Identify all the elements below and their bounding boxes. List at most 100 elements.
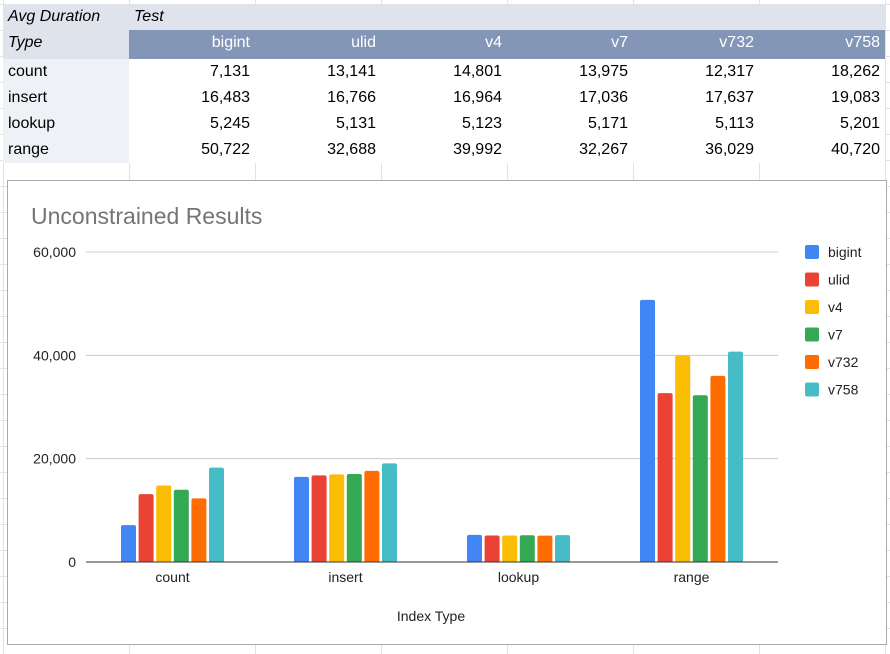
table-row: range 50,722 32,688 39,992 32,267 36,029… <box>3 137 885 163</box>
legend-label-bigint: bigint <box>828 244 862 260</box>
table-cell[interactable]: 5,123 <box>381 111 507 137</box>
bar-v732-count <box>191 498 207 562</box>
bar-ulid-range <box>657 393 673 562</box>
table-cell[interactable]: 39,992 <box>381 137 507 163</box>
table-cell[interactable]: 36,029 <box>633 137 759 163</box>
bar-v7-lookup <box>519 535 535 562</box>
bar-ulid-insert <box>311 475 327 562</box>
legend-swatch-v4 <box>805 300 819 314</box>
table-cell[interactable]: 50,722 <box>129 137 255 163</box>
table-cell[interactable]: 5,245 <box>129 111 255 137</box>
bar-ulid-lookup <box>484 535 500 562</box>
bar-bigint-count <box>121 525 136 562</box>
column-header[interactable]: ulid <box>255 30 381 59</box>
y-tick-label: 0 <box>68 554 76 570</box>
legend-label-v7: v7 <box>828 327 843 343</box>
bar-v4-count <box>156 485 172 562</box>
legend-swatch-ulid <box>805 272 819 287</box>
bar-v732-range <box>710 375 726 562</box>
x-tick-label: lookup <box>498 569 539 585</box>
bar-v758-lookup <box>555 535 570 562</box>
table-cell[interactable]: 14,801 <box>381 57 507 85</box>
row-label[interactable]: count <box>3 57 129 85</box>
legend-swatch-v732 <box>805 355 819 369</box>
bar-v4-lookup <box>502 535 518 562</box>
x-tick-label: count <box>155 569 189 585</box>
row-label[interactable]: lookup <box>3 111 129 137</box>
header-blank-cell[interactable] <box>381 4 507 30</box>
header-blank-cell[interactable] <box>759 4 885 30</box>
bar-v758-count <box>209 467 224 562</box>
table-cell[interactable]: 12,317 <box>633 57 759 85</box>
bar-v732-lookup <box>537 535 553 562</box>
table-cell[interactable]: 13,975 <box>507 57 633 85</box>
pivot-table: Avg Duration Test Type bigint ulid v4 v7… <box>3 4 885 163</box>
bars <box>121 299 743 562</box>
table-cell[interactable]: 32,688 <box>255 137 381 163</box>
table-cell[interactable]: 40,720 <box>759 137 885 163</box>
column-header[interactable]: v758 <box>759 30 885 59</box>
embedded-chart[interactable]: Unconstrained Results 0 20,000 40,000 60,00… <box>7 180 887 645</box>
legend-swatch-bigint <box>805 245 819 259</box>
legend-label-ulid: ulid <box>828 272 850 288</box>
table-cell[interactable]: 5,201 <box>759 111 885 137</box>
bar-v732-insert <box>364 470 380 562</box>
table-cell[interactable]: 5,171 <box>507 111 633 137</box>
pivot-column-header-row: Type bigint ulid v4 v7 v732 v758 <box>3 30 885 59</box>
legend-swatch-v758 <box>805 382 819 397</box>
bar-v7-count <box>173 489 189 562</box>
table-cell[interactable]: 7,131 <box>129 57 255 85</box>
x-axis-title: Index Type <box>397 608 465 624</box>
row-label[interactable]: range <box>3 137 129 163</box>
pivot-header-row: Avg Duration Test <box>3 4 885 30</box>
table-cell[interactable]: 17,637 <box>633 85 759 111</box>
bar-v4-range <box>675 355 691 562</box>
table-cell[interactable]: 19,083 <box>759 85 885 111</box>
header-blank-cell[interactable] <box>255 4 381 30</box>
table-cell[interactable]: 5,113 <box>633 111 759 137</box>
bar-bigint-lookup <box>467 534 482 562</box>
bar-ulid-count <box>138 494 154 562</box>
bar-v7-insert <box>346 473 362 562</box>
bar-v4-insert <box>329 474 345 562</box>
x-tick-label: insert <box>328 569 362 585</box>
type-header[interactable]: Type <box>3 30 129 59</box>
bar-v758-range <box>728 351 743 562</box>
y-tick-label: 60,000 <box>33 244 76 260</box>
bar-chart: Unconstrained Results 0 20,000 40,000 60,00… <box>31 203 862 624</box>
table-cell[interactable]: 5,131 <box>255 111 381 137</box>
legend-label-v4: v4 <box>828 299 843 315</box>
table-cell[interactable]: 16,964 <box>381 85 507 111</box>
axes: 0 20,000 40,000 60,000 count insert lookup rang… <box>33 244 778 585</box>
column-header[interactable]: v4 <box>381 30 507 59</box>
legend-label-v758: v758 <box>828 382 859 398</box>
header-blank-cell[interactable] <box>633 4 759 30</box>
bar-bigint-range <box>640 299 655 562</box>
row-label[interactable]: insert <box>3 85 129 111</box>
legend: bigint ulid v4 v7 v732 v758 <box>805 244 862 398</box>
y-tick-label: 40,000 <box>33 347 76 363</box>
header-blank-cell[interactable] <box>507 4 633 30</box>
legend-swatch-v7 <box>805 327 819 342</box>
avg-duration-header[interactable]: Avg Duration <box>3 4 129 30</box>
legend-label-v732: v732 <box>828 354 859 370</box>
table-row: count 7,131 13,141 14,801 13,975 12,317 … <box>3 57 885 85</box>
table-cell[interactable]: 16,483 <box>129 85 255 111</box>
table-cell[interactable]: 18,262 <box>759 57 885 85</box>
x-tick-label: range <box>674 569 710 585</box>
test-header[interactable]: Test <box>129 4 255 30</box>
chart-title: Unconstrained Results <box>31 203 262 229</box>
table-row: insert 16,483 16,766 16,964 17,036 17,63… <box>3 85 885 111</box>
table-cell[interactable]: 13,141 <box>255 57 381 85</box>
bar-v7-range <box>692 395 708 562</box>
column-header[interactable]: v732 <box>633 30 759 59</box>
gridlines <box>86 251 778 460</box>
column-header[interactable]: v7 <box>507 30 633 59</box>
column-header[interactable]: bigint <box>129 30 255 59</box>
table-cell[interactable]: 17,036 <box>507 85 633 111</box>
table-row: lookup 5,245 5,131 5,123 5,171 5,113 5,2… <box>3 111 885 137</box>
bar-v758-insert <box>382 463 397 562</box>
table-cell[interactable]: 32,267 <box>507 137 633 163</box>
y-tick-label: 20,000 <box>33 451 76 467</box>
table-cell[interactable]: 16,766 <box>255 85 381 111</box>
